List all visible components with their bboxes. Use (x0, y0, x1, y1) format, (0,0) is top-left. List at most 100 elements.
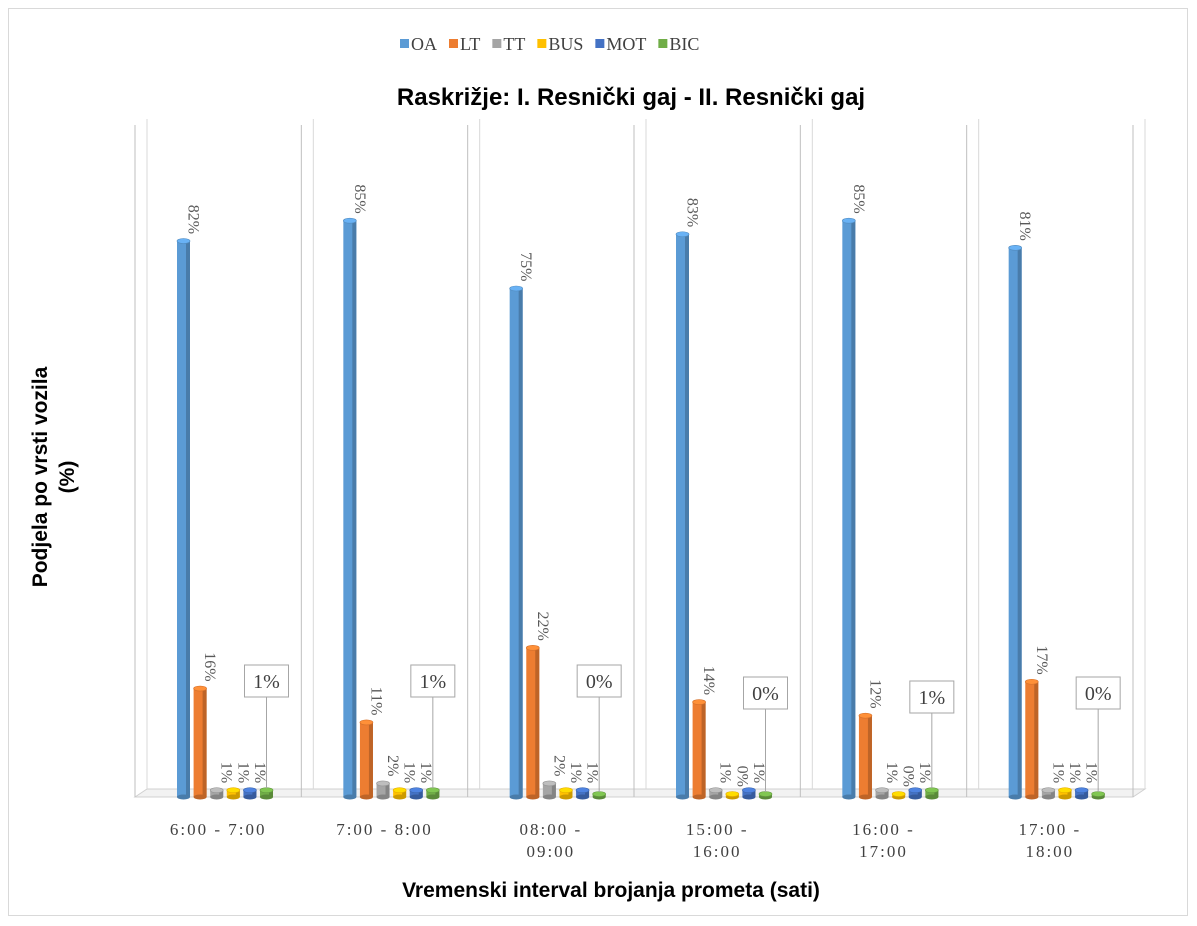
callout-label: 0% (586, 671, 613, 693)
data-label: 75% (517, 252, 534, 281)
callout-bic-0: 1% (244, 664, 289, 789)
bar-bottom (842, 794, 856, 800)
bar-tt-3: 1% (708, 762, 734, 800)
bar-bottom (193, 794, 207, 800)
callout-bic-5: 0% (1075, 676, 1121, 792)
bar-shade (934, 790, 939, 797)
bar-top (376, 780, 390, 787)
data-label: 1% (916, 762, 933, 783)
bar-top (392, 787, 407, 794)
legend-swatch-oa (400, 39, 409, 48)
bar-bottom (260, 794, 273, 800)
bar-bottom (676, 794, 689, 800)
bar-mot-0: 1% (243, 762, 268, 800)
bar-shade (1034, 681, 1039, 797)
bar-shade (1084, 790, 1089, 797)
data-label: 85% (351, 184, 368, 213)
bar-body (925, 790, 939, 797)
callout-label: 0% (1085, 683, 1112, 705)
bar-bus-4: 0% (891, 766, 917, 800)
bar-top (858, 712, 873, 719)
bar-body (742, 790, 756, 797)
bar-shade (701, 702, 706, 797)
callout-box (576, 664, 622, 698)
chart-svg: OA LT TT BUS MOT BIC Raskrižje: I. Resnički g… (29, 34, 1147, 902)
bar-bic-2 (592, 791, 606, 800)
data-label: 1% (717, 762, 734, 783)
bar-body (426, 790, 440, 797)
bar-tt-4: 1% (875, 762, 900, 800)
legend-swatch-lt (449, 39, 458, 48)
bar-top (758, 791, 773, 797)
bar-body (243, 790, 257, 797)
bar-body (875, 790, 889, 797)
bar-top (725, 791, 740, 797)
bar-shade (551, 783, 556, 797)
bar-bottom (908, 794, 922, 800)
y-axis-title-line: Podjela po vrsti vozila (29, 366, 52, 587)
bar-top (226, 787, 241, 794)
bar-body (1041, 790, 1055, 797)
bar-bottom (376, 794, 390, 800)
bar-mot-1: 1% (409, 762, 434, 800)
bar-lt-2: 22% (525, 612, 551, 800)
x-tick-label: 15:00 - (686, 820, 749, 839)
callout-box (1075, 676, 1121, 710)
data-label: 1% (1049, 762, 1066, 783)
bar-bic-0 (259, 787, 274, 800)
data-label: 12% (866, 679, 883, 708)
bar-top (426, 787, 440, 794)
bar-mot-4: 1% (908, 762, 933, 800)
bar-bottom (1008, 794, 1022, 800)
bar-bottom (393, 794, 407, 800)
bar-top (575, 787, 590, 794)
bar-bottom (559, 794, 573, 800)
data-label: 0% (900, 766, 917, 787)
data-label: 1% (401, 762, 418, 783)
x-tick-label: 08:00 - (520, 820, 583, 839)
bar-lt-1: 11% (359, 687, 384, 800)
bar-tt-5: 1% (1041, 762, 1066, 800)
legend-label-lt: LT (460, 34, 480, 54)
bar-top (925, 787, 939, 794)
bar-bottom (742, 794, 756, 800)
bar-shade (1017, 247, 1022, 797)
data-label: 1% (417, 762, 434, 783)
callout-label: 1% (419, 671, 446, 693)
bar-top (1074, 787, 1089, 794)
x-tick-label: 18:00 (1025, 842, 1074, 861)
bar-shade (535, 647, 540, 797)
y-axis-title: Podjela po vrsti vozila (%) (29, 366, 79, 587)
bar-tt-2: 2% (542, 755, 567, 800)
callout-label: 1% (253, 671, 280, 693)
bar-body (1058, 790, 1072, 797)
data-label: 2% (550, 755, 567, 776)
bar-oa-0: 82% (176, 205, 202, 800)
bar-mot-2: 1% (575, 762, 601, 800)
bar-top (1024, 678, 1039, 685)
callout-box (743, 676, 788, 710)
bar-shade (1050, 790, 1055, 797)
bar-top (525, 645, 540, 651)
x-tick-label: 16:00 - (852, 820, 915, 839)
data-label: 11% (367, 687, 384, 716)
data-label: 1% (218, 762, 235, 783)
bar-body (1075, 790, 1089, 797)
bar-bottom (542, 794, 556, 800)
bar-shade (402, 790, 407, 797)
x-tick-label: 16:00 (693, 842, 742, 861)
bar-shade (751, 790, 756, 797)
bar-body (576, 790, 590, 797)
bar-top (1091, 791, 1105, 797)
data-label: 1% (1083, 762, 1100, 783)
bar-body (226, 790, 240, 797)
bar-lt-4: 12% (858, 679, 883, 800)
bar-bic-3 (758, 791, 773, 800)
bar-bottom (692, 794, 706, 800)
bar-top (692, 699, 706, 705)
bar-top (1008, 245, 1022, 251)
bar-bottom (858, 794, 872, 800)
bar-top (875, 787, 889, 794)
bar-tt-0: 1% (209, 762, 235, 800)
bar-top (675, 231, 690, 238)
